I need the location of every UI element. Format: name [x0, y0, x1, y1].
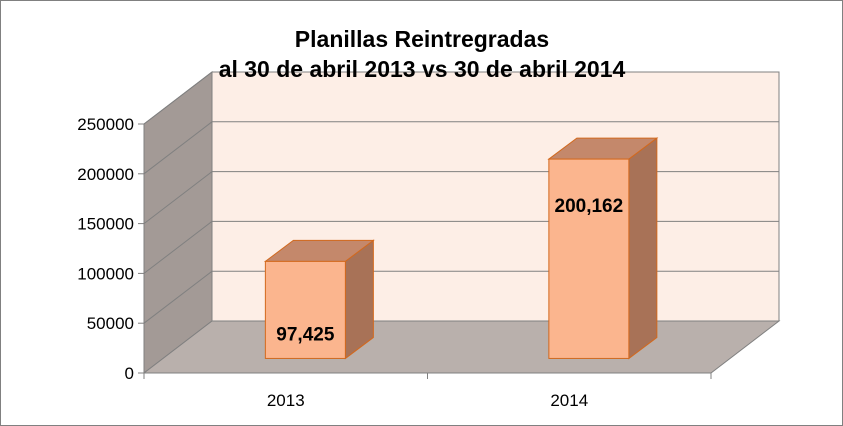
side-wall [143, 70, 213, 375]
chart-title-line-1: Planillas Reintregradas [295, 26, 549, 52]
bar-front [264, 260, 346, 359]
y-tick-label: 200000 [77, 165, 134, 184]
data-label: 200,162 [555, 196, 624, 217]
chart-title-line-2: al 30 de abril 2013 vs 30 de abril 2014 [219, 56, 626, 82]
y-tick-label: 250000 [77, 115, 134, 134]
y-tick-label: 100000 [77, 264, 134, 283]
axes [138, 123, 712, 379]
bar-2013 [263, 239, 375, 360]
y-tick-label: 150000 [77, 215, 134, 234]
floor [142, 320, 781, 374]
chart-walls [142, 70, 781, 375]
bar-2014 [547, 137, 659, 360]
y-tick-label: 0 [125, 364, 134, 383]
gridline [143, 71, 779, 125]
x-tick-label: 2014 [550, 391, 588, 410]
x-tick-label: 2013 [267, 391, 305, 410]
labels: 0 50000 100000 150000 200000 250000 2013 97,425… [77, 115, 623, 410]
bar-front [548, 158, 630, 359]
bars [263, 137, 659, 360]
bar-side [628, 137, 658, 360]
y-tick-label: 50000 [87, 314, 134, 333]
data-label: 97,425 [276, 324, 335, 345]
gridline [143, 121, 779, 175]
